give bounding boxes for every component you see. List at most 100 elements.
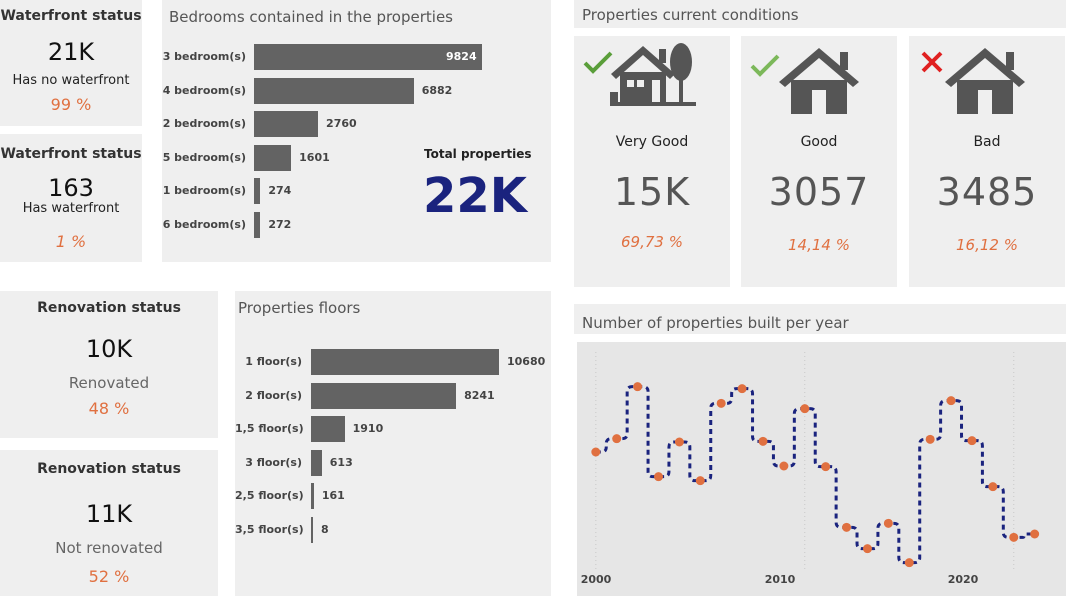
data-point[interactable] xyxy=(925,434,935,444)
house-with-tree-icon xyxy=(610,43,696,106)
waterfront-card-no: Waterfront status 21K Has no waterfront … xyxy=(0,0,142,126)
data-point[interactable] xyxy=(946,396,956,406)
bar xyxy=(254,144,292,171)
kpi-label: Has waterfront xyxy=(22,201,120,216)
data-point[interactable] xyxy=(1009,532,1019,542)
bar-category-label: 1 floor(s) xyxy=(245,355,302,368)
data-point[interactable] xyxy=(779,461,789,471)
total-properties-label: Total properties xyxy=(424,147,532,161)
condition-percent: 14,14 % xyxy=(788,236,850,254)
bar-value-label: 1601 xyxy=(299,150,330,164)
condition-card-very-good: Very Good 15K 69,73 % xyxy=(574,36,730,287)
data-point[interactable] xyxy=(967,436,977,446)
cross-icon xyxy=(921,51,943,73)
kpi-value: 10K xyxy=(85,335,133,363)
total-properties-value: 22K xyxy=(423,168,527,224)
data-point[interactable] xyxy=(674,437,684,447)
kpi-percent: 52 % xyxy=(88,567,130,586)
bar xyxy=(311,483,314,509)
bar-category-label: 1,5 floor(s) xyxy=(235,422,304,435)
kpi-value: 163 xyxy=(48,174,94,202)
card-title: Renovation status xyxy=(37,300,181,316)
kpi-value: 11K xyxy=(85,500,133,528)
data-point[interactable] xyxy=(883,518,893,528)
condition-value: 3057 xyxy=(768,170,870,214)
bar-value-label: 6882 xyxy=(421,83,453,97)
data-point[interactable] xyxy=(1030,529,1040,539)
bar xyxy=(311,416,345,442)
bar xyxy=(311,516,313,543)
bar-category-label: 2 bedroom(s) xyxy=(162,117,246,130)
data-point[interactable] xyxy=(633,382,643,392)
condition-card-good: Good 3057 14,14 % xyxy=(741,36,897,287)
built-per-year-chart: 2000 2010 2020 xyxy=(581,352,1040,586)
renovation-card-renovated: Renovation status 10K Renovated 48 % xyxy=(0,291,218,438)
data-point[interactable] xyxy=(654,472,663,482)
data-point[interactable] xyxy=(758,436,768,446)
data-point[interactable] xyxy=(842,522,852,532)
data-point[interactable] xyxy=(591,447,601,457)
house-icon xyxy=(945,48,1025,114)
bar-value-label: 8 xyxy=(321,522,329,536)
check-icon xyxy=(583,51,613,74)
data-point[interactable] xyxy=(821,462,831,472)
data-point[interactable] xyxy=(800,404,810,414)
built-chart-title: Number of properties built per year xyxy=(582,314,849,332)
conditions-title: Properties current conditions xyxy=(582,6,799,24)
condition-percent: 69,73 % xyxy=(621,233,683,251)
bar-category-label: 2 floor(s) xyxy=(245,388,302,402)
kpi-value: 21K xyxy=(47,38,95,66)
bar-category-label: 6 bedroom(s) xyxy=(162,217,246,231)
x-tick-label: 2000 xyxy=(581,573,612,586)
data-point[interactable] xyxy=(737,384,747,394)
bar-value-label: 161 xyxy=(321,489,345,502)
card-title: Waterfront status xyxy=(0,8,142,24)
data-point[interactable] xyxy=(695,476,705,486)
kpi-percent: 48 % xyxy=(88,399,130,418)
bar xyxy=(254,111,319,137)
bar-value-label: 1910 xyxy=(352,422,384,435)
data-point[interactable] xyxy=(862,544,872,554)
condition-label: Very Good xyxy=(615,134,689,150)
built-chart-area: 2000 2010 2020 xyxy=(577,342,1066,596)
built-chart-header: Number of properties built per year xyxy=(574,304,1066,334)
bedrooms-title: Bedrooms contained in the properties xyxy=(169,8,453,26)
bar-category-label: 3 bedroom(s) xyxy=(162,50,246,63)
floors-title: Properties floors xyxy=(238,299,361,317)
series-line xyxy=(595,385,1035,565)
floors-card: Properties floors 1 floor(s) 10680 2 floor… xyxy=(235,291,551,596)
condition-percent: 16,12 % xyxy=(956,236,1018,254)
bar xyxy=(254,77,414,104)
bar-category-label: 3 floor(s) xyxy=(245,455,302,469)
bar-category-label: 1 bedroom(s) xyxy=(162,184,246,197)
bar-value-label: 8241 xyxy=(464,388,495,402)
bar xyxy=(254,44,482,70)
bar xyxy=(311,382,457,409)
data-point[interactable] xyxy=(988,482,998,492)
bedrooms-card: Bedrooms contained in the properties 3 b… xyxy=(162,0,551,262)
renovation-card-not-renovated: Renovation status 11K Not renovated 52 % xyxy=(0,450,218,596)
bar-value-label: 9824 xyxy=(446,50,477,63)
conditions-header: Properties current conditions xyxy=(574,0,1066,28)
condition-label: Good xyxy=(800,134,838,150)
bar-value-label: 613 xyxy=(329,455,353,469)
bar-value-label: 10680 xyxy=(507,355,546,368)
card-title: Waterfront status xyxy=(0,146,142,162)
data-point[interactable] xyxy=(612,434,622,444)
bar xyxy=(254,211,261,238)
bar-category-label: 5 bedroom(s) xyxy=(162,150,246,164)
check-icon xyxy=(750,54,780,77)
bar-value-label: 272 xyxy=(268,217,292,231)
data-point[interactable] xyxy=(904,558,914,568)
kpi-label: Not renovated xyxy=(55,539,163,557)
bar xyxy=(311,449,322,476)
x-tick-label: 2010 xyxy=(765,573,796,586)
kpi-label: Has no waterfront xyxy=(12,73,130,88)
bar-value-label: 274 xyxy=(268,184,292,197)
x-tick-label: 2020 xyxy=(948,573,979,586)
kpi-label: Renovated xyxy=(68,374,150,392)
data-point[interactable] xyxy=(716,398,726,408)
bar-category-label: 2,5 floor(s) xyxy=(235,489,304,502)
house-icon xyxy=(779,48,859,114)
condition-value: 15K xyxy=(613,170,691,214)
